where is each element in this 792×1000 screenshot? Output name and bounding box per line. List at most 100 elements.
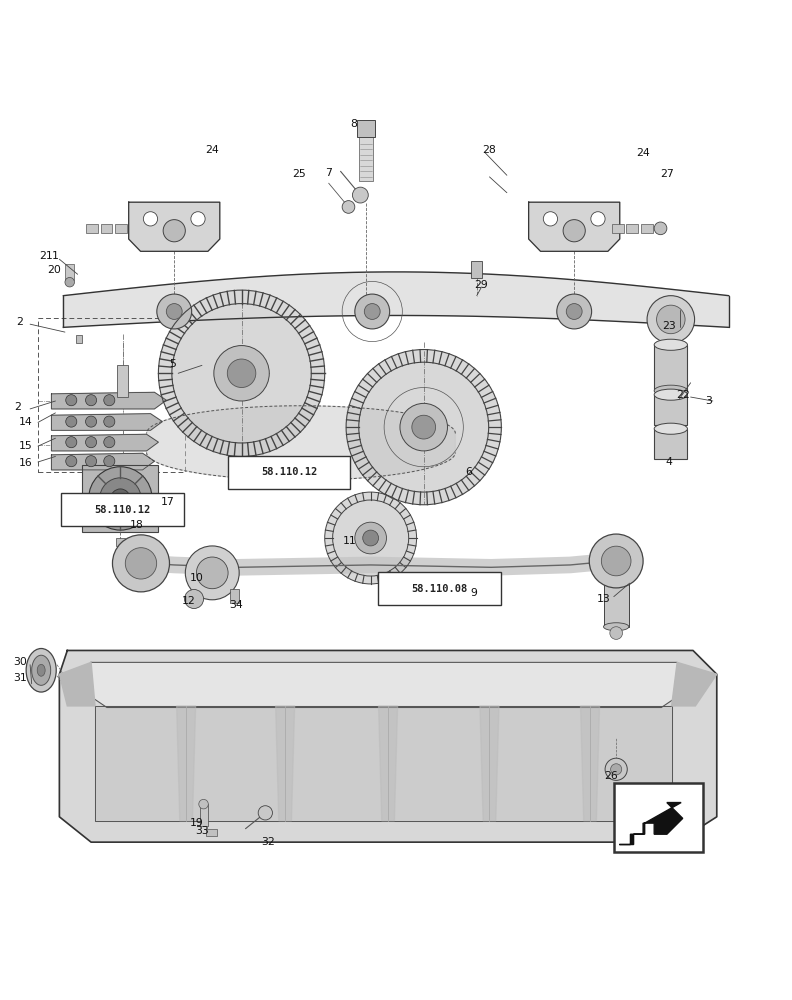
Bar xyxy=(101,224,112,233)
Bar xyxy=(200,804,208,826)
Polygon shape xyxy=(177,706,196,821)
Text: 23: 23 xyxy=(662,321,676,331)
Bar xyxy=(82,465,158,532)
Text: 33: 33 xyxy=(195,826,209,836)
Text: 58.110.12: 58.110.12 xyxy=(261,467,318,477)
Circle shape xyxy=(342,201,355,213)
Circle shape xyxy=(352,187,368,203)
Polygon shape xyxy=(51,453,154,470)
Bar xyxy=(206,829,217,836)
Circle shape xyxy=(65,277,74,287)
Text: 10: 10 xyxy=(189,573,204,583)
Bar xyxy=(641,224,653,233)
Bar xyxy=(359,135,373,181)
Circle shape xyxy=(111,489,130,508)
Bar xyxy=(86,224,98,233)
Ellipse shape xyxy=(654,385,687,396)
Text: 4: 4 xyxy=(666,457,672,467)
Bar xyxy=(116,538,125,546)
Bar xyxy=(228,456,350,489)
Circle shape xyxy=(611,764,622,775)
Circle shape xyxy=(66,437,77,448)
Polygon shape xyxy=(59,650,717,842)
Circle shape xyxy=(610,627,623,639)
Text: 7: 7 xyxy=(326,168,332,178)
Circle shape xyxy=(158,290,325,456)
Polygon shape xyxy=(51,392,166,409)
Text: 32: 32 xyxy=(261,837,275,847)
Circle shape xyxy=(66,395,77,406)
Polygon shape xyxy=(672,662,717,706)
Bar xyxy=(38,318,185,472)
Circle shape xyxy=(543,212,558,226)
Circle shape xyxy=(196,557,228,589)
Circle shape xyxy=(657,305,685,334)
Circle shape xyxy=(258,806,272,820)
Polygon shape xyxy=(480,706,499,821)
Polygon shape xyxy=(59,662,95,706)
Circle shape xyxy=(355,294,390,329)
Bar xyxy=(76,335,82,343)
Polygon shape xyxy=(581,706,600,821)
Polygon shape xyxy=(51,414,162,430)
Text: 2: 2 xyxy=(14,402,21,412)
Text: 30: 30 xyxy=(13,657,27,667)
Bar xyxy=(626,224,638,233)
Polygon shape xyxy=(63,272,729,327)
Polygon shape xyxy=(51,434,158,451)
Text: 24: 24 xyxy=(205,145,219,155)
Circle shape xyxy=(163,220,185,242)
Circle shape xyxy=(104,437,115,448)
Ellipse shape xyxy=(26,648,56,692)
Circle shape xyxy=(86,437,97,448)
Circle shape xyxy=(104,456,115,467)
Circle shape xyxy=(346,350,501,505)
Polygon shape xyxy=(147,406,455,480)
Circle shape xyxy=(412,415,436,439)
Text: 17: 17 xyxy=(161,497,175,507)
Text: 12: 12 xyxy=(181,596,196,606)
Ellipse shape xyxy=(37,664,45,676)
Circle shape xyxy=(589,534,643,588)
Circle shape xyxy=(325,492,417,584)
Text: 1: 1 xyxy=(52,251,59,261)
Circle shape xyxy=(557,294,592,329)
Bar xyxy=(471,261,482,278)
Circle shape xyxy=(143,212,158,226)
Circle shape xyxy=(647,296,695,343)
Text: 13: 13 xyxy=(596,594,611,604)
Polygon shape xyxy=(379,706,398,821)
Polygon shape xyxy=(528,202,619,251)
Bar xyxy=(614,783,703,852)
Circle shape xyxy=(563,220,585,242)
Circle shape xyxy=(591,212,605,226)
Circle shape xyxy=(166,304,182,319)
Bar xyxy=(65,264,74,280)
Bar xyxy=(115,224,127,233)
Polygon shape xyxy=(75,662,695,708)
Polygon shape xyxy=(128,202,220,251)
Text: 25: 25 xyxy=(292,169,307,179)
Ellipse shape xyxy=(32,655,51,685)
Ellipse shape xyxy=(604,563,629,571)
Circle shape xyxy=(86,395,97,406)
Circle shape xyxy=(601,546,631,576)
Polygon shape xyxy=(276,706,295,821)
Circle shape xyxy=(227,359,256,388)
Bar xyxy=(357,120,375,137)
Text: 27: 27 xyxy=(660,169,674,179)
Text: 11: 11 xyxy=(343,536,357,546)
Polygon shape xyxy=(95,706,672,821)
Text: 29: 29 xyxy=(474,280,489,290)
Circle shape xyxy=(100,478,141,519)
Text: 21: 21 xyxy=(39,251,53,261)
Circle shape xyxy=(66,416,77,427)
Circle shape xyxy=(104,395,115,406)
Bar xyxy=(654,395,687,425)
Text: 22: 22 xyxy=(676,390,690,400)
Circle shape xyxy=(654,222,667,235)
Bar xyxy=(379,572,501,605)
Circle shape xyxy=(125,548,157,579)
Circle shape xyxy=(400,403,447,451)
Text: 26: 26 xyxy=(604,771,619,781)
